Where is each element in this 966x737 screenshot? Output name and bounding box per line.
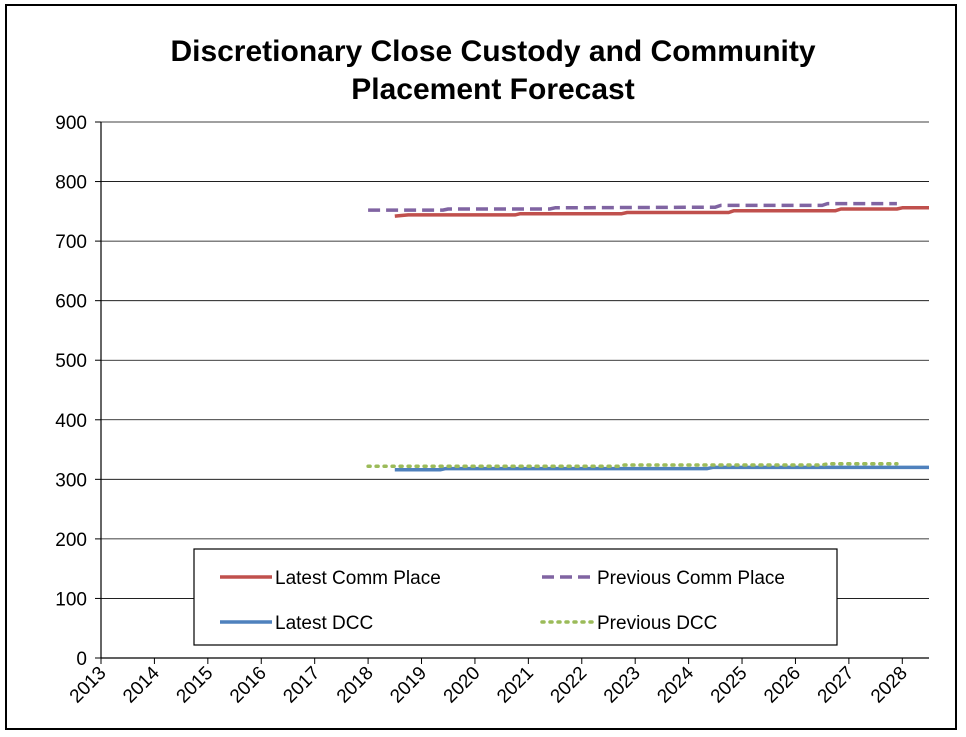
series-line-previous-dcc [366, 462, 899, 468]
y-tick-label: 300 [55, 470, 87, 491]
legend-label-latest-comm-place: Latest Comm Place [275, 568, 441, 589]
legend-label-latest-dcc: Latest DCC [275, 613, 373, 634]
x-tick-label: 2013 [66, 663, 111, 708]
series-lines [366, 201, 929, 472]
x-tick-label: 2015 [173, 663, 218, 708]
x-tick-label: 2023 [600, 663, 645, 708]
x-tick-label: 2027 [814, 663, 859, 708]
x-tick-label: 2017 [279, 663, 324, 708]
x-tick-label: 2024 [653, 662, 698, 707]
axes [100, 122, 929, 659]
x-tick-label: 2014 [119, 662, 164, 707]
y-tick-label: 900 [55, 113, 87, 134]
series-line-latest-comm-place [394, 206, 929, 218]
y-tick-label: 0 [76, 649, 87, 670]
y-tick-label: 600 [55, 292, 87, 313]
x-tick-label: 2028 [867, 663, 912, 708]
gridlines [101, 121, 929, 599]
y-tick-label: 700 [55, 232, 87, 253]
chart-title: Discretionary Close Custody and Communit… [170, 35, 815, 106]
x-tick-label: 2022 [547, 663, 592, 708]
chart-frame: Discretionary Close Custody and Communit… [5, 4, 957, 730]
x-tick-label: 2021 [493, 663, 538, 708]
chart-svg: Discretionary Close Custody and Communit… [55, 35, 929, 707]
x-tick-label: 2018 [333, 663, 378, 708]
y-tick-label: 500 [55, 351, 87, 372]
legend-box [193, 548, 838, 646]
x-axis-ticks: 2013 2014 2015 2016 2017 2018 2019 2020 2021 2022… [66, 658, 912, 707]
x-tick-label: 2025 [707, 663, 752, 708]
y-tick-label: 400 [55, 411, 87, 432]
y-tick-label: 200 [55, 530, 87, 551]
y-axis-ticks: 0 100 200 300 400 500 600 700 800 900 [55, 113, 101, 670]
x-tick-label: 2026 [760, 663, 805, 708]
legend-label-previous-comm-place: Previous Comm Place [597, 568, 785, 589]
series-line-previous-comm-place [368, 201, 897, 212]
series-line-latest-dcc [394, 465, 929, 472]
x-tick-label: 2019 [386, 663, 431, 708]
legend-label-previous-dcc: Previous DCC [597, 613, 717, 634]
x-tick-label: 2016 [226, 663, 271, 708]
y-tick-label: 800 [55, 173, 87, 194]
chart-title-line-1: Discretionary Close Custody and Communit… [170, 35, 815, 68]
chart-title-line-2: Placement Forecast [351, 73, 634, 106]
y-tick-label: 100 [55, 589, 87, 610]
x-tick-label: 2020 [440, 663, 485, 708]
legend: Latest Comm Place Previous Comm Place La… [193, 548, 838, 646]
